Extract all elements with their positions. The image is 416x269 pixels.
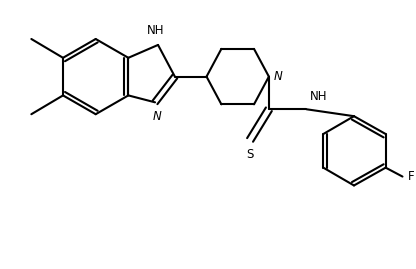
Text: N: N — [153, 110, 161, 123]
Text: NH: NH — [147, 24, 165, 37]
Text: S: S — [246, 148, 254, 161]
Text: F: F — [407, 170, 414, 183]
Text: NH: NH — [310, 90, 327, 103]
Text: N: N — [274, 70, 282, 83]
